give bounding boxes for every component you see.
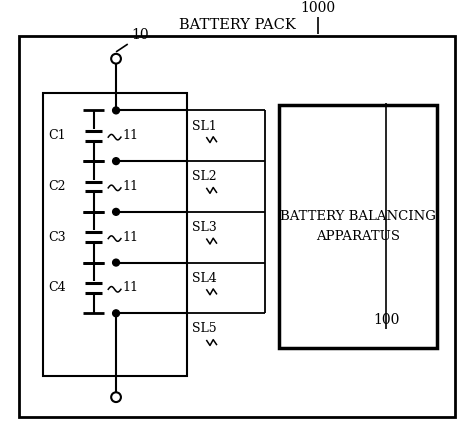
Bar (43, 93, 187, 376)
Text: SL5: SL5 (192, 322, 217, 335)
Circle shape (113, 158, 119, 165)
Text: C4: C4 (48, 281, 65, 294)
Text: C2: C2 (48, 180, 65, 193)
Text: 11: 11 (123, 281, 139, 294)
Bar (279, 104, 437, 349)
Text: APPARATUS: APPARATUS (316, 230, 400, 243)
Text: BATTERY PACK: BATTERY PACK (179, 18, 295, 32)
Text: SL4: SL4 (192, 272, 217, 285)
Text: 10: 10 (132, 28, 149, 42)
Circle shape (113, 208, 119, 215)
Text: 100: 100 (373, 313, 400, 327)
Text: SL2: SL2 (192, 170, 217, 183)
Circle shape (113, 107, 119, 114)
Text: 1000: 1000 (301, 1, 336, 15)
Text: SL1: SL1 (192, 119, 217, 132)
Circle shape (113, 259, 119, 266)
Text: C3: C3 (48, 231, 65, 244)
Bar (19, 36, 455, 416)
Text: BATTERY BALANCING: BATTERY BALANCING (280, 210, 436, 223)
Text: SL3: SL3 (192, 221, 217, 234)
Circle shape (113, 310, 119, 317)
Text: 11: 11 (123, 231, 139, 244)
Text: 11: 11 (123, 180, 139, 193)
Text: C1: C1 (48, 129, 65, 142)
Text: 11: 11 (123, 129, 139, 142)
